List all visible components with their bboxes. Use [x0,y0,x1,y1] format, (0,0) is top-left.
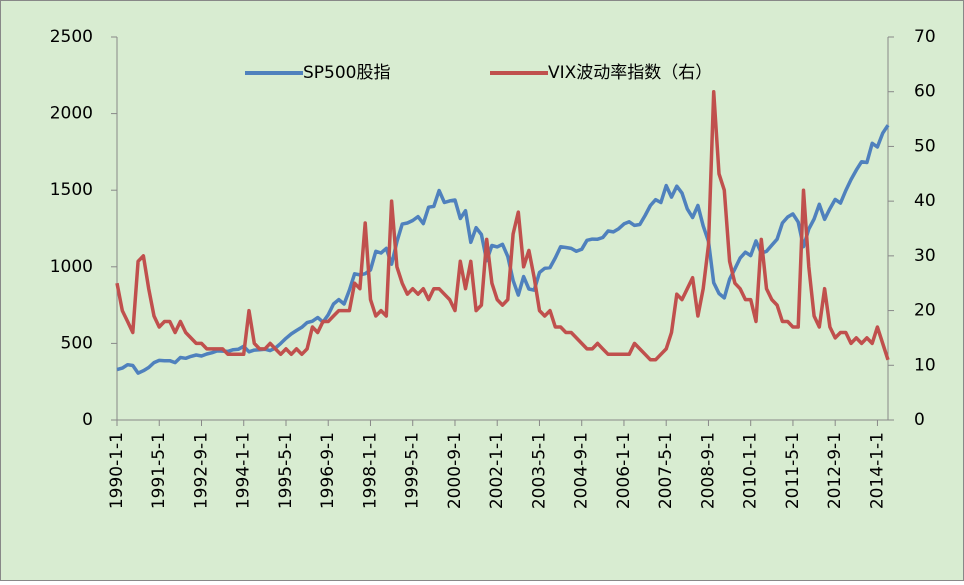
x-tick-label: 2008-9-1 [698,432,718,509]
x-tick-label: 1998-1-1 [360,432,380,509]
x-tick-label: 1992-9-1 [191,432,211,509]
x-tick-label: 1995-5-1 [276,432,296,509]
y-tick-label: 2500 [50,27,93,47]
x-tick-label: 2011-5-1 [783,432,803,509]
y-tick-label: 500 [61,333,93,353]
y-tick-label: 0 [82,410,93,430]
y-tick-label: 2000 [50,104,93,124]
legend-label: SP500股指 [303,63,391,83]
x-tick-label: 2010-1-1 [741,432,761,509]
y2-tick-label: 20 [914,301,936,321]
x-tick-label: 2002-1-1 [487,432,507,509]
y2-tick-label: 70 [914,27,936,47]
x-tick-label: 2003-5-1 [529,432,549,509]
x-tick-label: 1996-9-1 [318,432,338,509]
x-tick-label: 1994-1-1 [234,432,254,509]
y2-tick-label: 10 [914,355,936,375]
x-tick-label: 2012-9-1 [825,432,845,509]
legend-label: VIX波动率指数（右） [548,63,712,83]
y2-tick-label: 40 [914,191,936,211]
x-tick-label: 1999-5-1 [403,432,423,509]
y2-tick-label: 50 [914,136,936,156]
y-tick-label: 1500 [50,180,93,200]
y2-tick-label: 60 [914,82,936,102]
x-tick-label: 2000-9-1 [445,432,465,509]
x-tick-label: 2014-1-1 [867,432,887,509]
x-tick-label: 1990-1-1 [107,432,127,509]
x-tick-label: 2006-1-1 [614,432,634,509]
y2-tick-label: 0 [914,410,925,430]
y2-tick-label: 30 [914,246,936,266]
x-tick-label: 2007-5-1 [656,432,676,509]
x-tick-label: 1991-5-1 [149,432,169,509]
x-tick-label: 2004-9-1 [572,432,592,509]
y-tick-label: 1000 [50,257,93,277]
series-line [115,89,890,362]
